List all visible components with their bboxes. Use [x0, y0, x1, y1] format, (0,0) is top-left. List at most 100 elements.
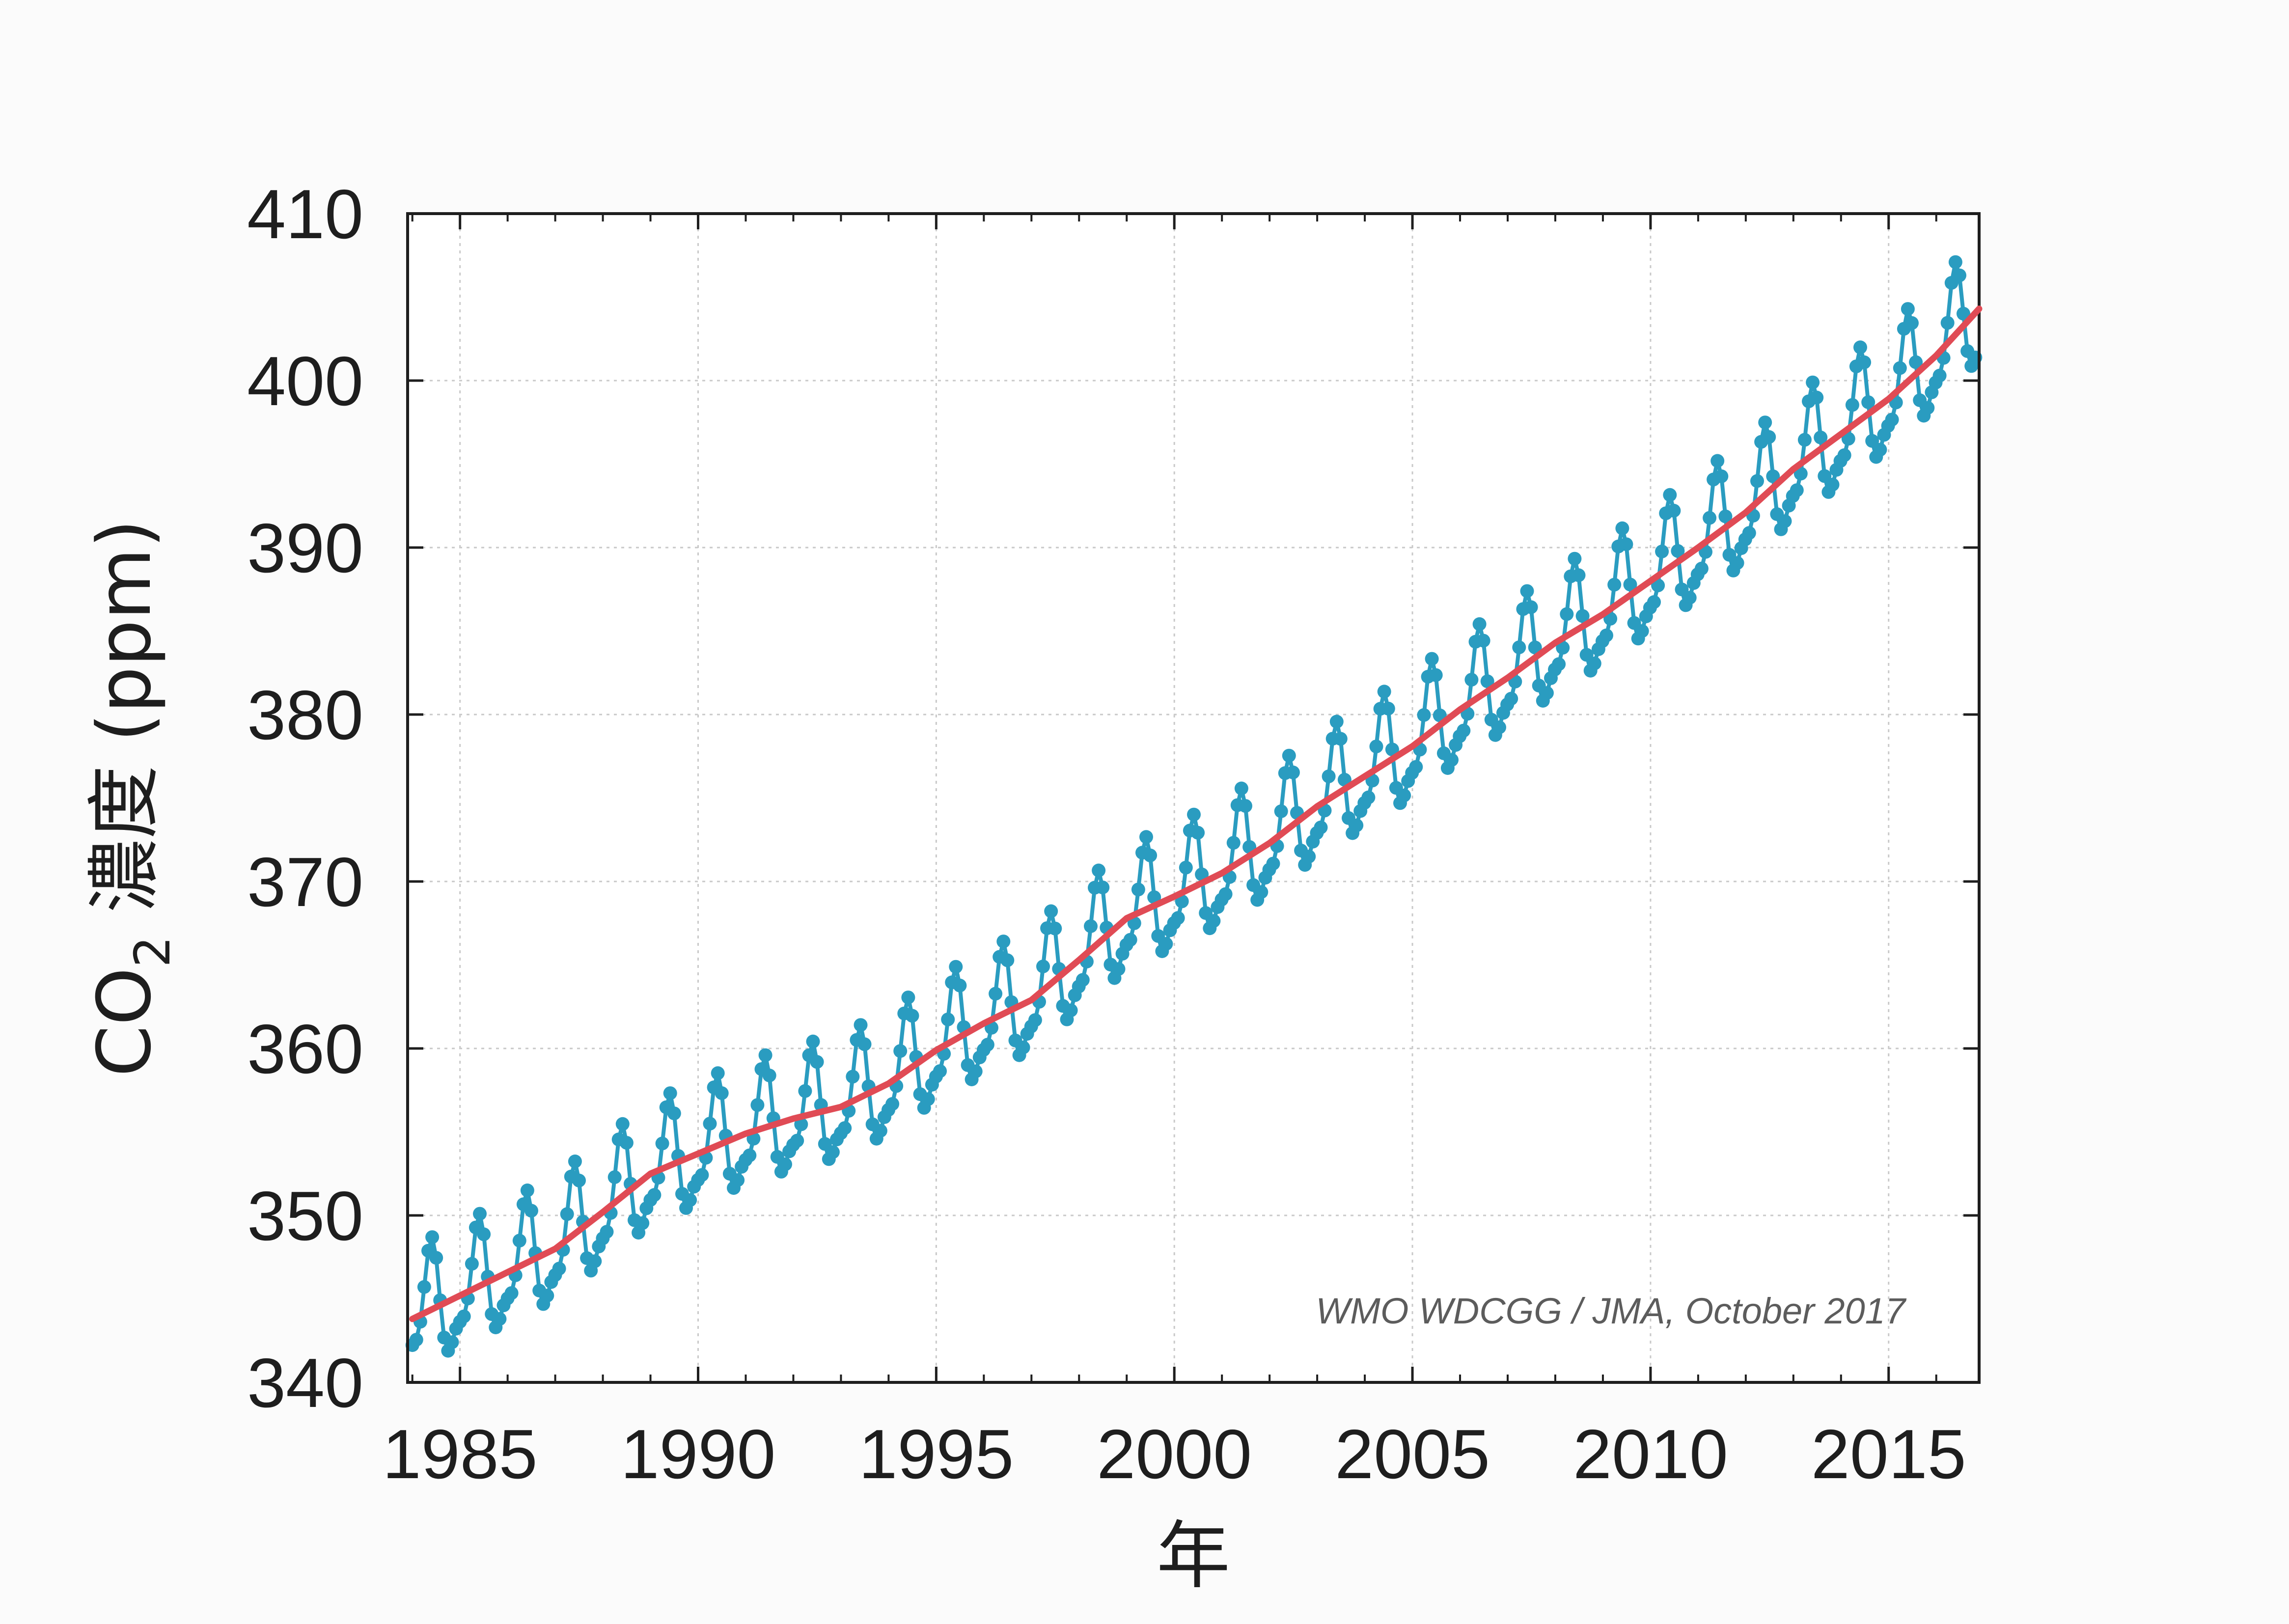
- trend-line-layer: [409, 305, 1983, 1322]
- monthly-data-point: [1274, 804, 1288, 818]
- monthly-data-point: [857, 1037, 872, 1051]
- monthly-data-point: [1623, 578, 1637, 592]
- monthly-data-point: [758, 1048, 772, 1062]
- monthly-data-point: [493, 1312, 507, 1326]
- monthly-data-point: [846, 1070, 860, 1084]
- monthly-data-point: [1671, 544, 1685, 558]
- monthly-data-point: [794, 1117, 808, 1131]
- monthly-data-point: [826, 1145, 840, 1159]
- monthly-data-point: [429, 1251, 443, 1265]
- monthly-data-point: [1179, 860, 1193, 875]
- monthly-data-point: [921, 1092, 935, 1106]
- monthly-data-point: [568, 1155, 582, 1168]
- monthly-data-point: [1932, 368, 1947, 383]
- monthly-data-point: [1048, 921, 1062, 936]
- monthly-data-point: [667, 1106, 681, 1121]
- monthly-data-point: [504, 1286, 519, 1300]
- monthly-data-point: [968, 1064, 983, 1078]
- monthly-data-point: [1814, 430, 1828, 444]
- monthly-data-point: [683, 1193, 697, 1207]
- x-axis-title: 年: [1157, 1514, 1230, 1599]
- monthly-data-point: [1139, 830, 1153, 844]
- monthly-data-point: [1885, 413, 1899, 427]
- monthly-data-point: [560, 1207, 574, 1221]
- monthly-data-point: [1655, 545, 1669, 558]
- monthly-data-point: [635, 1216, 650, 1230]
- y-axis-title-rest: 濃度 (ppm): [82, 519, 167, 936]
- monthly-data-point: [615, 1117, 630, 1131]
- monthly-data-point: [1778, 514, 1792, 528]
- monthly-data-point: [949, 960, 963, 974]
- monthly-data-point: [1226, 836, 1241, 850]
- x-tick-label: 2015: [1811, 1415, 1966, 1493]
- monthly-data-point: [1000, 953, 1015, 967]
- monthly-data-point: [520, 1184, 534, 1197]
- monthly-data-point: [1905, 316, 1919, 330]
- monthly-data-point: [1369, 740, 1383, 754]
- y-tick-label: 390: [247, 509, 363, 587]
- monthly-data-point: [1282, 748, 1296, 763]
- monthly-data-point: [790, 1133, 804, 1148]
- monthly-data-point: [1694, 561, 1709, 576]
- monthly-data-point: [1417, 708, 1431, 722]
- monthly-data-point: [1143, 848, 1158, 862]
- monthly-data-point: [989, 987, 1003, 1001]
- monthly-data-point: [1512, 640, 1526, 655]
- y-axis-title-subscript: 2: [124, 936, 181, 967]
- monthly-data-point: [1016, 1041, 1030, 1054]
- x-tick-label: 1985: [383, 1415, 538, 1493]
- y-tick-labels: 340 350 360 370 380 390 400 410: [247, 175, 363, 1422]
- monthly-data-point: [663, 1086, 677, 1101]
- monthly-data-point: [873, 1124, 887, 1138]
- monthly-data-point: [1861, 395, 1875, 409]
- monthly-data-point: [1647, 595, 1661, 609]
- monthly-data-point: [600, 1225, 614, 1239]
- monthly-data-point: [1568, 551, 1582, 566]
- monthly-data-point: [980, 1038, 994, 1052]
- monthly-data-point: [996, 935, 1011, 949]
- monthly-data-point: [1096, 881, 1110, 895]
- monthly-data-point: [1445, 753, 1459, 767]
- monthly-data-point: [885, 1097, 900, 1111]
- monthly-data-point: [1409, 760, 1423, 774]
- monthly-data-point: [1635, 624, 1649, 638]
- monthly-data-point: [1857, 355, 1872, 369]
- monthly-data-point: [425, 1230, 440, 1244]
- monthly-data-point: [647, 1188, 662, 1202]
- monthly-data-point: [1909, 355, 1923, 369]
- y-tick-label: 410: [247, 175, 363, 253]
- monthly-data-point: [512, 1234, 526, 1248]
- monthly-data-point: [731, 1173, 745, 1187]
- monthly-data-point: [1841, 432, 1855, 446]
- monthly-data-point: [762, 1069, 776, 1082]
- monthly-data-point: [1682, 591, 1697, 605]
- monthly-data-point: [1810, 390, 1824, 405]
- y-axis-title: CO2 濃度 (ppm): [82, 519, 181, 1076]
- monthly-data-point: [1845, 398, 1859, 412]
- monthly-data-point: [1092, 863, 1106, 878]
- monthly-data-point: [703, 1117, 717, 1131]
- monthly-data-point: [1750, 474, 1764, 488]
- monthly-data-point: [1663, 488, 1677, 502]
- monthly-data-point: [1619, 537, 1633, 551]
- monthly-data-point: [1036, 960, 1050, 973]
- monthly-data-point: [1524, 600, 1538, 614]
- monthly-data-point: [1957, 306, 1970, 321]
- monthly-data-point: [1131, 882, 1145, 897]
- monthly-data-point: [1797, 433, 1812, 447]
- monthly-data-point: [1758, 415, 1772, 430]
- monthly-data-point: [778, 1157, 792, 1171]
- monthly-data-point: [445, 1335, 459, 1349]
- monthly-series-layer: [405, 255, 1983, 1358]
- y-tick-label: 380: [247, 676, 363, 754]
- monthly-data-point: [1234, 781, 1248, 796]
- monthly-data-point: [524, 1204, 538, 1218]
- monthly-data-point: [1520, 584, 1534, 598]
- x-tick-label: 1990: [621, 1415, 776, 1493]
- monthly-data-point: [1552, 657, 1566, 671]
- monthly-data-point: [1921, 401, 1935, 415]
- monthly-data-point: [1084, 919, 1098, 933]
- monthly-data-point: [1286, 765, 1300, 779]
